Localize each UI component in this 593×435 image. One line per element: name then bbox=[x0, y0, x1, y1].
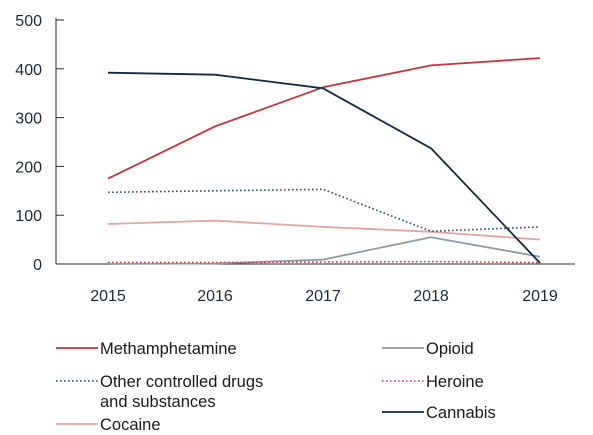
legend-label: Cocaine bbox=[100, 416, 161, 434]
x-tick-label: 2015 bbox=[90, 288, 126, 305]
legend-label: Other controlled drugs and substances bbox=[100, 373, 263, 411]
y-tick-label: 200 bbox=[15, 159, 42, 176]
legend-label-line: and substances bbox=[100, 393, 216, 411]
legend-label: Cannabis bbox=[426, 404, 496, 422]
x-tick-label: 2019 bbox=[522, 288, 558, 305]
x-tick-label: 2017 bbox=[305, 288, 341, 305]
series-line-opioid bbox=[107, 236, 541, 265]
legend-label: Opioid bbox=[426, 340, 474, 358]
x-tick-label: 2016 bbox=[197, 288, 233, 305]
legend-label-line: Cannabis bbox=[426, 404, 496, 422]
legend-label-line: Other controlled drugs bbox=[100, 373, 263, 391]
y-tick-label: 0 bbox=[33, 257, 42, 274]
plot-area bbox=[107, 57, 541, 265]
y-tick-label: 400 bbox=[15, 62, 42, 79]
x-tick-label: 2018 bbox=[413, 288, 449, 305]
legend-label-line: Heroine bbox=[426, 373, 484, 391]
series-line-cannabis bbox=[107, 71, 541, 264]
legend-label-line: Methamphetamine bbox=[100, 340, 237, 358]
legend-label: Heroine bbox=[426, 373, 484, 391]
y-tick-label: 500 bbox=[15, 13, 42, 30]
legend-label-line: Opioid bbox=[426, 340, 474, 358]
legend-label-line: Cocaine bbox=[100, 416, 161, 434]
y-tick-label: 300 bbox=[15, 111, 42, 128]
legend-label: Methamphetamine bbox=[100, 340, 237, 358]
series-line-heroine bbox=[108, 260, 541, 264]
chart-axes: 0 100 200 300 400 500 2015 2016 2017 2018 2019 bbox=[15, 13, 575, 305]
series-line-methamphetamine bbox=[107, 57, 541, 180]
legend: Methamphetamine Other controlled drugs and… bbox=[56, 340, 496, 434]
series-line-cocaine bbox=[107, 219, 541, 241]
y-tick-label: 100 bbox=[15, 208, 42, 225]
